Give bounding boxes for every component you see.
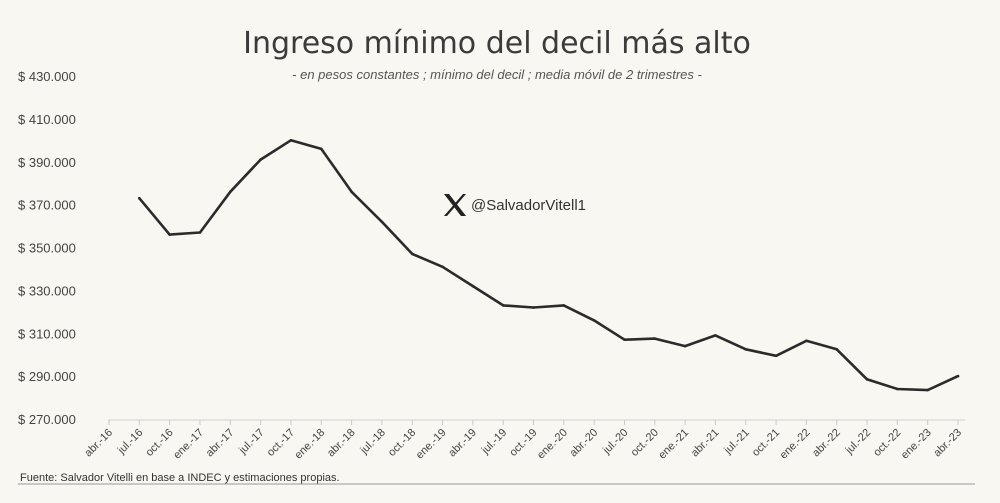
x-tick-label: abr.-20 — [568, 427, 601, 460]
data-point — [319, 147, 323, 151]
data-point — [289, 139, 293, 142]
x-tick-label: ene.-22 — [778, 427, 813, 462]
y-axis: $ 270.000 $ 290.000 $ 310.000 $ 330.000 $ 35… — [18, 69, 76, 427]
y-tick-label: $ 430.000 — [18, 69, 76, 84]
x-tick-label: jul.-16 — [115, 427, 145, 457]
data-point — [865, 378, 869, 381]
data-point — [350, 190, 353, 194]
x-tick-label: abr.-22 — [810, 427, 843, 460]
y-tick-label: $ 370.000 — [18, 198, 76, 213]
data-point — [380, 220, 384, 224]
data-point — [501, 304, 505, 307]
x-logo-icon — [444, 194, 466, 216]
series-line — [138, 139, 960, 392]
data-point — [532, 306, 535, 309]
data-point — [138, 196, 141, 200]
x-tick-label: ene.-19 — [414, 427, 449, 462]
watermark-handle: @SalvadorVitell1 — [471, 197, 586, 214]
y-tick-label: $ 350.000 — [18, 241, 76, 256]
source-note: Fuente: Salvador Vitelli en base a INDEC… — [20, 472, 340, 484]
y-tick-label: $ 390.000 — [18, 155, 76, 170]
x-tick-label: abr.-17 — [204, 427, 237, 460]
y-tick-label: $ 310.000 — [18, 326, 76, 341]
watermark: @SalvadorVitell1 — [444, 194, 586, 216]
y-tick-label: $ 410.000 — [18, 112, 76, 127]
x-tick-label: abr.-21 — [689, 427, 722, 460]
chart-subtitle: - en pesos constantes ; mínimo del decil… — [292, 67, 702, 82]
data-point — [653, 337, 657, 340]
data-point — [198, 231, 202, 234]
x-tick-label: abr.-23 — [931, 427, 964, 460]
data-point — [774, 354, 778, 358]
y-tick-label: $ 330.000 — [18, 283, 76, 298]
x-tick-label: abr.-16 — [82, 427, 115, 460]
data-point — [956, 374, 960, 378]
x-tick-label: abr.-19 — [446, 427, 479, 460]
x-tick-label: jul.-19 — [479, 427, 509, 457]
x-tick-label: ene.-20 — [535, 427, 570, 462]
data-point — [744, 348, 748, 351]
data-point — [683, 344, 687, 348]
data-point — [805, 339, 808, 343]
data-point — [228, 190, 232, 194]
x-tick-label: ene.-23 — [899, 427, 934, 462]
x-tick-label: ene.-17 — [171, 427, 206, 462]
x-tick-label: jul.-22 — [843, 427, 873, 457]
x-tick-label: ene.-18 — [293, 427, 328, 462]
data-point — [471, 284, 475, 288]
data-point — [410, 252, 414, 256]
data-point — [926, 388, 929, 392]
y-tick-label: $ 290.000 — [18, 369, 76, 384]
data-point — [623, 338, 626, 341]
chart-title: Ingreso mínimo del decil más alto — [243, 26, 751, 61]
x-tick-label: jul.-17 — [236, 427, 266, 457]
data-point — [714, 334, 717, 337]
x-tick-label: jul.-21 — [721, 427, 751, 457]
data-point — [835, 348, 839, 351]
x-tick-label: ene.-21 — [656, 427, 691, 462]
x-tick-label: jul.-18 — [358, 427, 388, 457]
data-points — [138, 139, 960, 392]
data-point — [168, 233, 171, 236]
data-point — [562, 304, 566, 307]
data-point — [441, 265, 444, 269]
data-point — [592, 319, 596, 322]
x-tick-label: abr.-18 — [325, 427, 358, 460]
data-point — [259, 158, 262, 161]
y-tick-label: $ 270.000 — [18, 412, 76, 427]
data-point — [896, 387, 899, 391]
x-tick-label: jul.-20 — [600, 427, 630, 457]
